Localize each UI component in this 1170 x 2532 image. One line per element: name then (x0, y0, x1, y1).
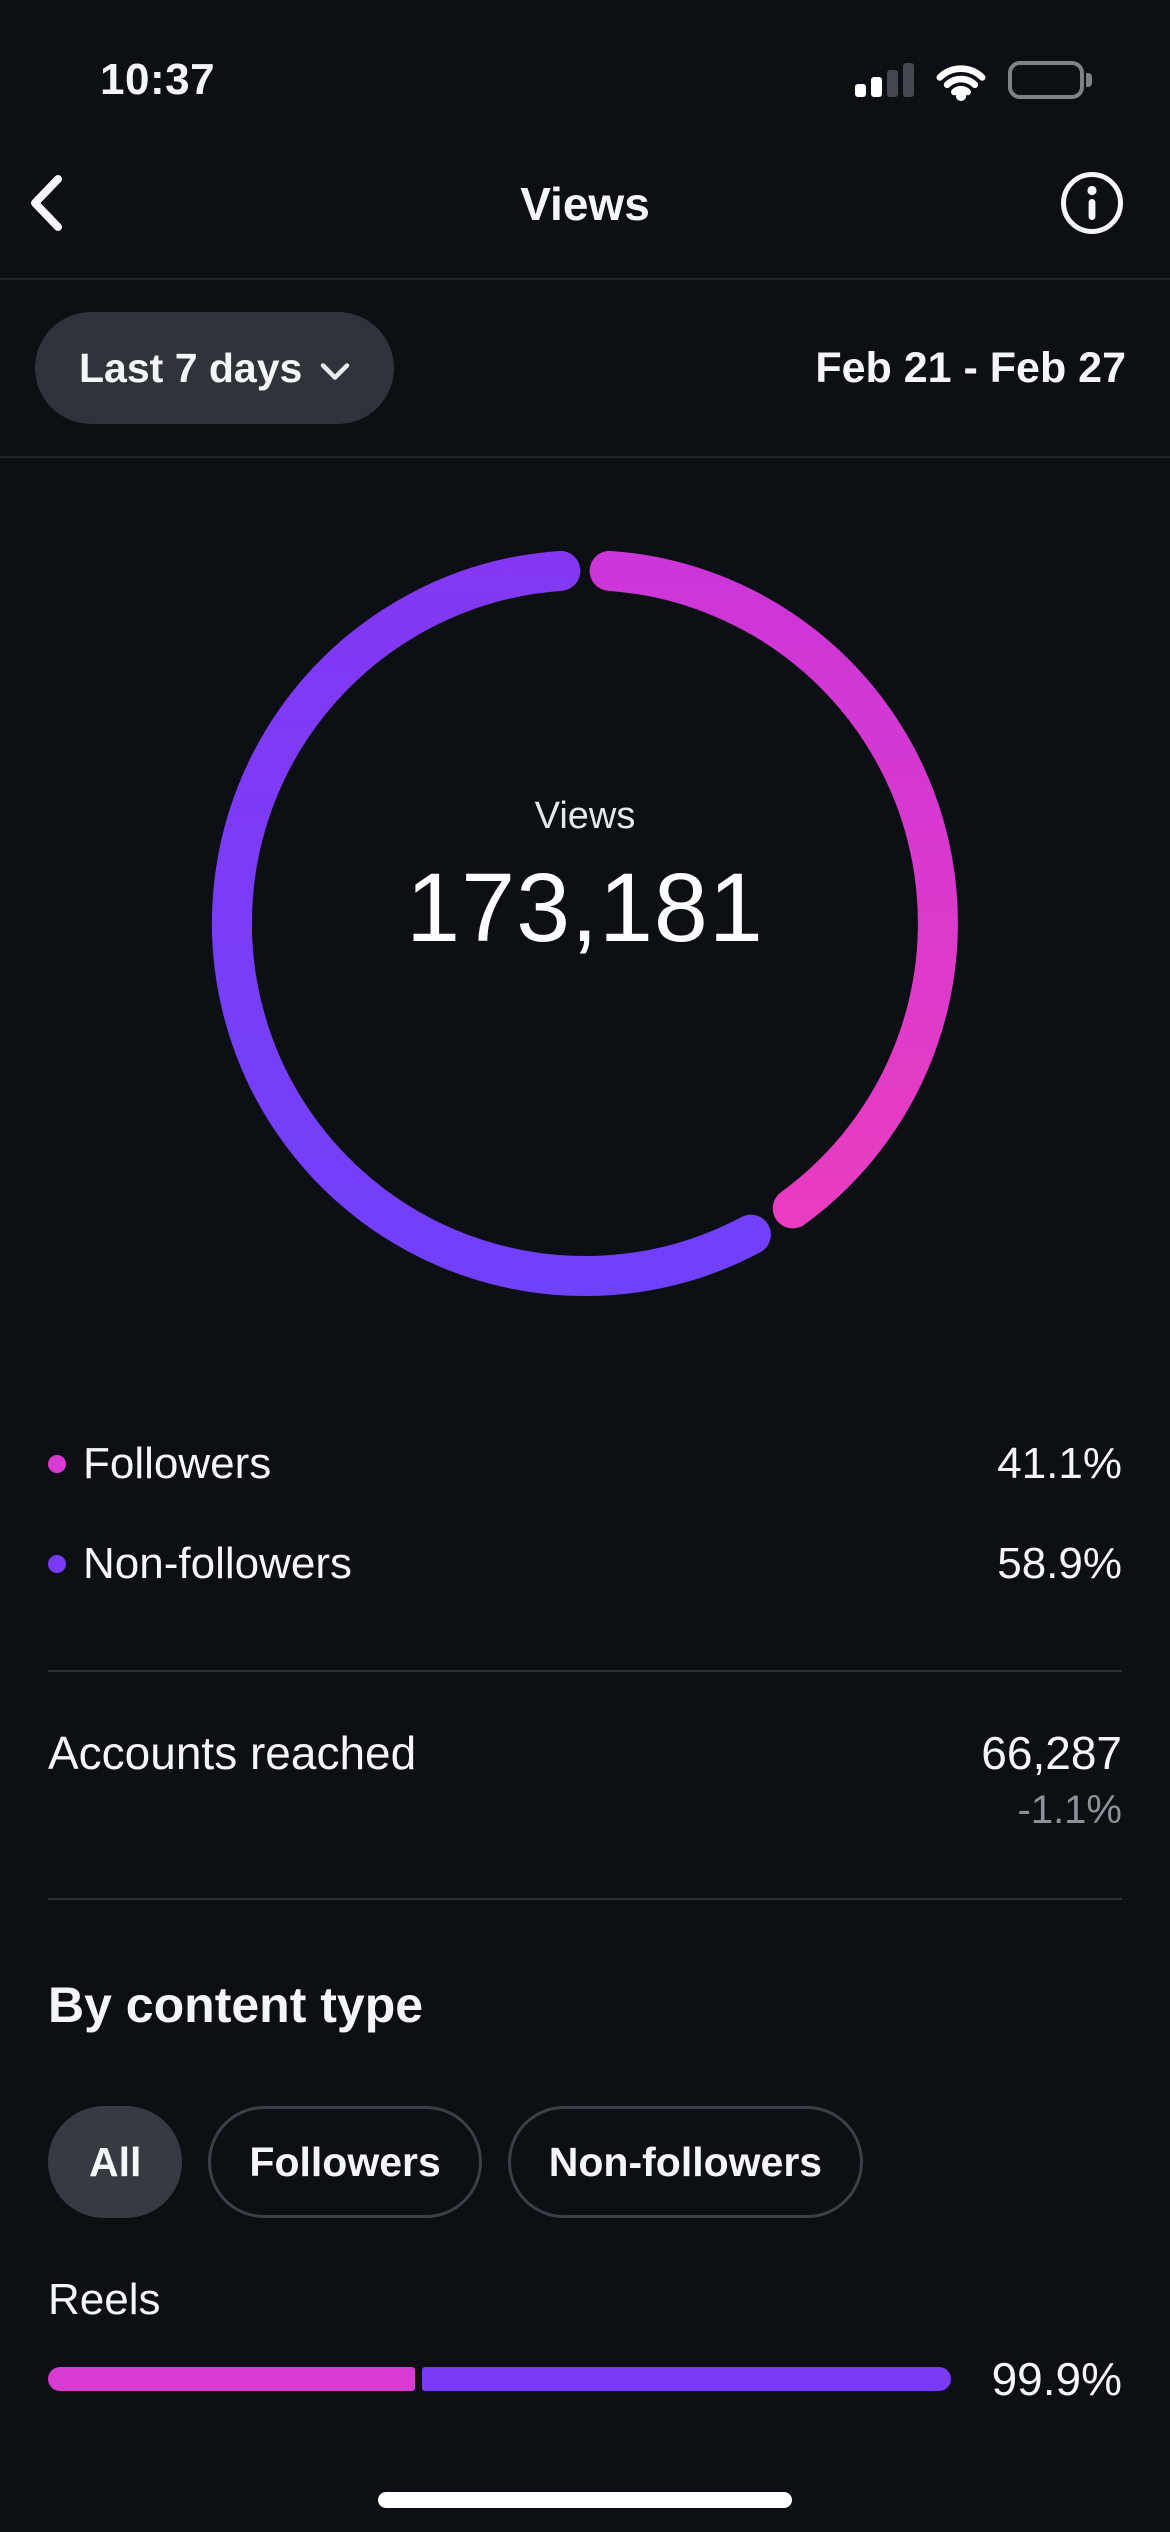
accounts-reached-label: Accounts reached (48, 1727, 417, 1779)
chip-all[interactable]: All (48, 2106, 183, 2218)
legend-label: Non-followers (83, 1539, 352, 1588)
donut-center: Views 173,181 (205, 543, 965, 1303)
bar-segment-followers (48, 2367, 416, 2391)
filter-row: Last 7 days Feb 21 - Feb 27 (0, 280, 1170, 458)
reels-bar-row: 99.9% (0, 2352, 1170, 2406)
accounts-reached-row: Accounts reached 66,287 -1.1% (0, 1724, 1170, 1834)
cellular-signal-icon (855, 63, 914, 97)
chevron-left-icon (28, 174, 64, 235)
page-title: Views (520, 178, 650, 230)
header: Views (0, 130, 1170, 280)
bar-segment-non-followers (422, 2367, 951, 2391)
legend-row-non-followers: Non-followers 58.9% (48, 1514, 1122, 1614)
status-icons (855, 55, 1092, 106)
reels-bar-value: 99.9% (991, 2353, 1122, 2405)
donut-segment-non-followers (211, 550, 771, 1297)
divider (48, 1898, 1122, 1900)
date-range-label: Feb 21 - Feb 27 (815, 343, 1126, 392)
status-time: 10:37 (100, 55, 216, 104)
home-indicator[interactable] (378, 2492, 792, 2508)
back-button[interactable] (28, 174, 64, 235)
wifi-icon (930, 55, 992, 106)
battery-icon (1008, 61, 1092, 99)
chart-area: Views 173,181 (0, 458, 1170, 1388)
legend-value: 58.9% (997, 1539, 1122, 1588)
donut-center-label: Views (534, 795, 636, 837)
chevron-down-icon (320, 345, 350, 392)
reels-split-bar (48, 2367, 952, 2391)
info-icon (1060, 171, 1124, 238)
followers-dot-icon (48, 1455, 66, 1473)
views-donut-chart: Views 173,181 (205, 543, 965, 1303)
views-donut-svg (211, 550, 958, 1297)
donut-center-value: 173,181 (406, 853, 764, 962)
chip-non-followers[interactable]: Non-followers (507, 2106, 864, 2218)
legend-row-followers: Followers 41.1% (48, 1414, 1122, 1514)
info-button[interactable] (1060, 171, 1124, 238)
period-selector-label: Last 7 days (79, 344, 303, 391)
legend-label: Followers (83, 1439, 272, 1488)
accounts-reached-value: 66,287 (981, 1727, 1122, 1779)
by-content-type-title: By content type (48, 1977, 424, 2033)
non-followers-dot-icon (48, 1555, 66, 1573)
reels-row-label: Reels (48, 2275, 161, 2324)
donut-legend: Followers 41.1% Non-followers 58.9% (0, 1414, 1170, 1614)
divider (48, 1670, 1122, 1672)
content-type-filter-chips: All Followers Non-followers (0, 2106, 1170, 2218)
period-selector-button[interactable]: Last 7 days (35, 312, 395, 424)
donut-segment-followers (589, 550, 958, 1229)
legend-value: 41.1% (997, 1439, 1122, 1488)
accounts-reached-change: -1.1% (1017, 1788, 1123, 1832)
chip-followers[interactable]: Followers (208, 2106, 482, 2218)
status-bar: 10:37 (0, 0, 1170, 130)
